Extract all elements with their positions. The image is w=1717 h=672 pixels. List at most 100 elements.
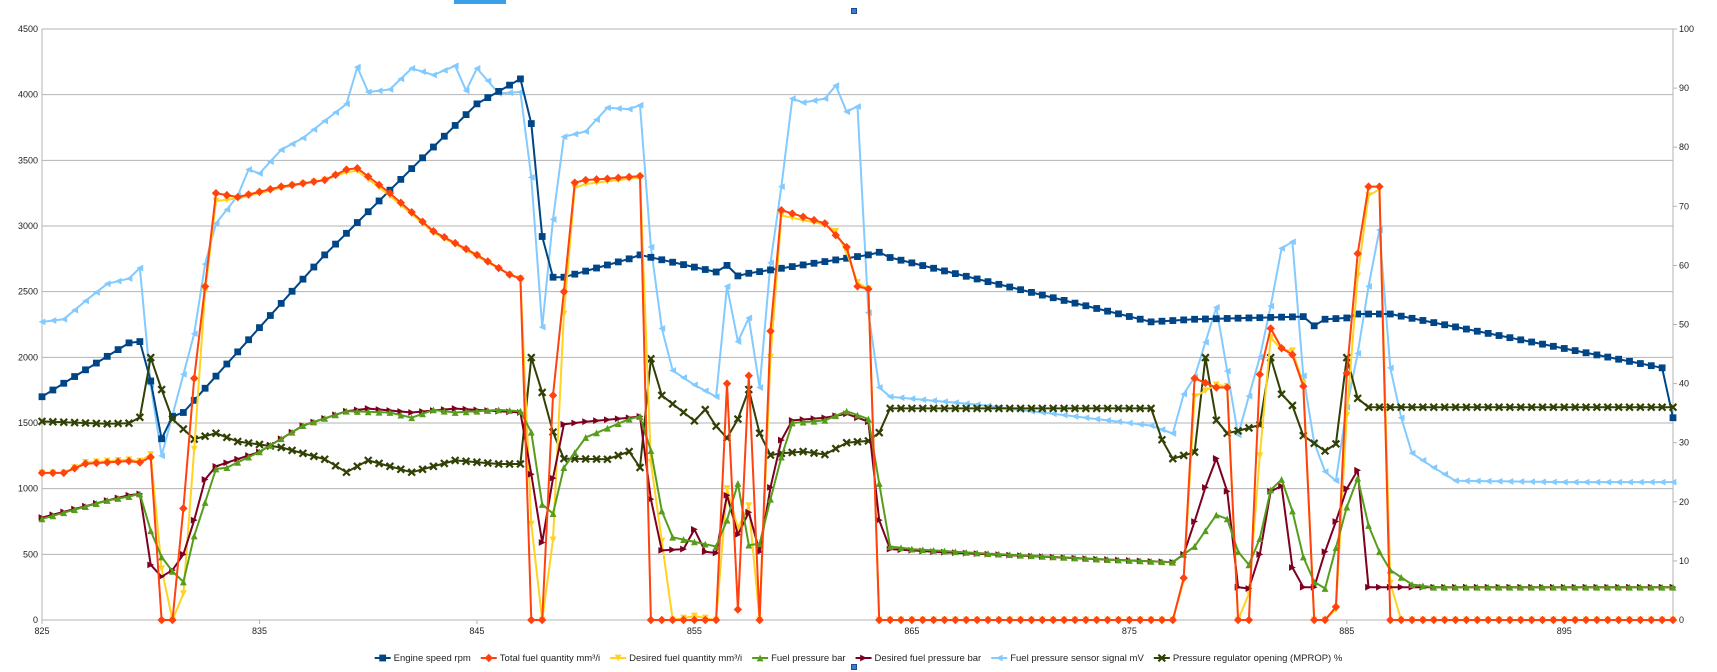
data-point (1158, 558, 1166, 566)
data-point (571, 270, 579, 278)
legend-item: Engine speed rpm (374, 653, 471, 664)
data-point (701, 405, 710, 414)
data-point (146, 452, 155, 462)
data-point (1419, 317, 1427, 324)
data-point (1354, 349, 1362, 357)
data-point (549, 216, 557, 223)
data-point (440, 459, 449, 468)
data-point (1104, 556, 1111, 563)
data-point (1517, 478, 1525, 485)
data-point (1636, 615, 1645, 625)
data-point (1505, 615, 1515, 625)
data-point (624, 447, 634, 456)
y2-tick-label: 10 (1679, 556, 1689, 566)
data-point (277, 435, 285, 443)
selected-sheet-tab[interactable] (454, 0, 506, 4)
data-point (147, 377, 155, 385)
data-point (103, 497, 111, 504)
legend-item: Fuel pressure bar (752, 653, 846, 664)
data-point (451, 405, 459, 412)
data-point (1593, 583, 1601, 591)
data-point (1396, 615, 1406, 625)
data-point (1038, 291, 1046, 299)
data-point (255, 187, 264, 197)
series-layer (37, 62, 1678, 625)
data-point (560, 464, 568, 472)
data-point (408, 165, 416, 172)
data-point (256, 170, 263, 177)
data-point (1669, 414, 1677, 422)
data-point (1418, 403, 1428, 412)
data-point (386, 409, 394, 416)
data-point (875, 615, 884, 625)
data-point (223, 464, 231, 472)
data-point (1603, 615, 1612, 625)
data-point (157, 615, 166, 625)
data-point (234, 348, 242, 356)
data-point (1440, 615, 1449, 625)
y-tick-label: 3000 (18, 221, 38, 231)
data-point (1289, 564, 1296, 571)
data-point (1082, 302, 1090, 310)
data-point (1354, 474, 1362, 482)
data-point (767, 266, 774, 274)
data-point (1223, 487, 1231, 495)
data-point (1146, 404, 1156, 413)
data-point (1549, 615, 1558, 625)
data-point (1571, 478, 1579, 486)
data-point (1440, 403, 1449, 412)
data-point (212, 465, 220, 473)
data-point (860, 654, 867, 662)
data-point (49, 317, 57, 324)
data-point (1244, 615, 1254, 625)
data-point (810, 417, 818, 425)
data-point (582, 267, 590, 275)
data-point (212, 372, 220, 380)
data-point (1071, 554, 1079, 562)
data-point (1539, 340, 1546, 348)
data-point (1180, 390, 1188, 398)
data-point (222, 433, 232, 442)
data-point (397, 411, 405, 419)
data-point (647, 495, 655, 503)
data-point (1483, 615, 1493, 625)
data-point (1495, 332, 1503, 339)
data-point (1342, 368, 1351, 378)
data-point (1202, 387, 1209, 395)
data-point (342, 468, 351, 477)
data-point (158, 435, 166, 443)
chart-resize-handle-top[interactable] (851, 8, 857, 14)
data-point (1386, 364, 1394, 372)
data-point (1463, 325, 1470, 333)
data-point (593, 417, 600, 425)
legend-label: Fuel pressure bar (771, 653, 845, 664)
data-point (1614, 403, 1623, 412)
data-point (788, 419, 796, 427)
chart-resize-handle-bottom[interactable] (851, 664, 857, 670)
data-point (1201, 378, 1210, 388)
data-point (560, 133, 568, 141)
data-point (1506, 478, 1514, 485)
data-point (1157, 615, 1167, 625)
data-point (1451, 403, 1460, 412)
data-point (114, 277, 122, 285)
series-desired-fuel (38, 167, 1677, 624)
data-point (734, 531, 742, 539)
data-point (1125, 615, 1134, 625)
data-point (342, 165, 351, 174)
data-point (1429, 615, 1438, 625)
data-point (1386, 310, 1394, 318)
data-point (1430, 464, 1438, 472)
data-point (843, 108, 851, 116)
data-point (1267, 302, 1275, 310)
series-line (41, 64, 1673, 484)
data-point (723, 516, 731, 524)
data-point (941, 547, 948, 555)
series-total-fuel (37, 164, 1678, 625)
data-point (1157, 435, 1167, 444)
data-point (321, 415, 329, 422)
data-point (1343, 314, 1351, 322)
data-point (658, 325, 666, 332)
data-point (679, 408, 688, 417)
